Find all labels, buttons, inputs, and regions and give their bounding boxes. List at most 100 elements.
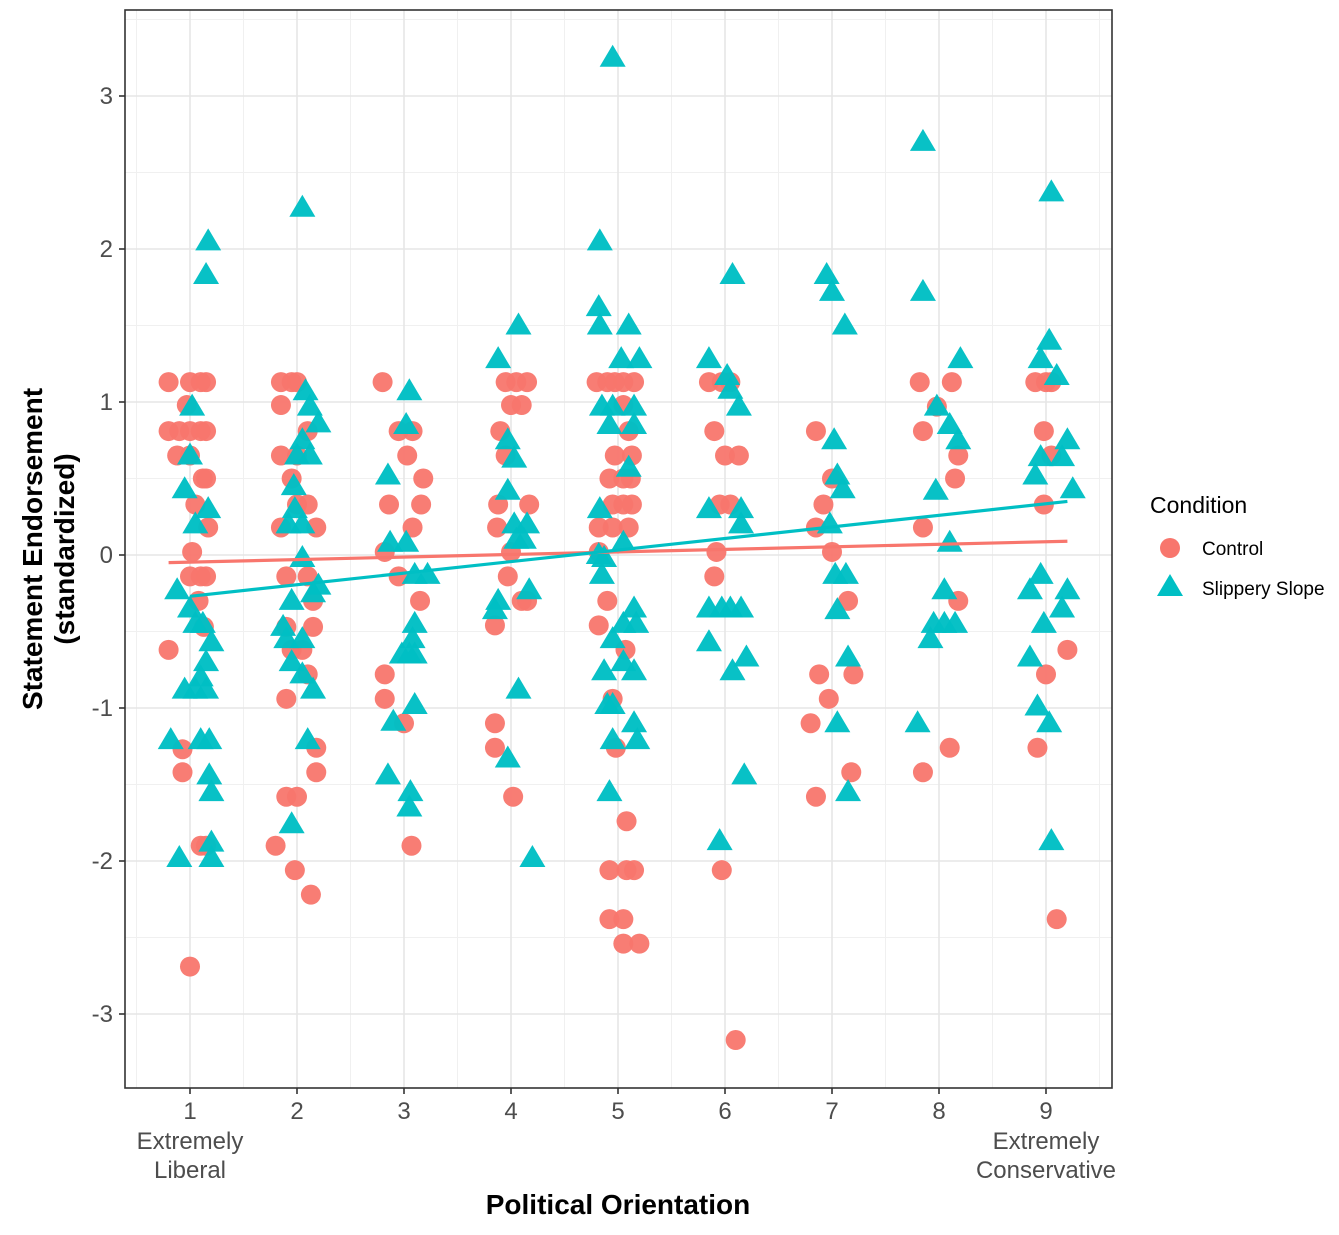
legend-slippery-slope-key: [1157, 574, 1183, 596]
slippery-slope-point: [1036, 327, 1063, 350]
slippery-slope-point: [198, 629, 225, 652]
slippery-slope-point: [401, 610, 428, 633]
control-point: [616, 811, 637, 832]
slippery-slope-point: [300, 676, 327, 699]
x-axis: 1 2 3 4 5 6 7 8 9: [183, 1088, 1053, 1125]
slippery-slope-point: [195, 496, 222, 519]
x-tick-label: 7: [825, 1098, 838, 1125]
control-point: [843, 664, 864, 685]
x-tick-label: 2: [290, 1098, 303, 1125]
slippery-slope-point: [182, 610, 209, 633]
control-point: [599, 860, 620, 881]
slippery-slope-point: [824, 710, 851, 733]
slippery-slope-point: [922, 477, 949, 500]
slippery-slope-point: [626, 346, 653, 369]
legend-control-label: Control: [1202, 539, 1263, 560]
y-tick-label: 3: [100, 83, 113, 110]
control-point: [270, 395, 291, 416]
control-point: [725, 1030, 746, 1051]
slippery-slope-point: [179, 393, 206, 416]
fit-lines: [168, 499, 1068, 598]
slippery-slope-point: [374, 462, 401, 485]
slippery-slope-point: [909, 278, 936, 301]
slippery-slope-point: [196, 762, 223, 785]
control-point: [805, 421, 826, 442]
slippery-slope-point: [401, 641, 428, 664]
control-point: [503, 786, 524, 807]
slippery-slope-point: [177, 442, 203, 465]
slippery-slope-point: [923, 393, 950, 416]
slippery-slope-point: [195, 228, 222, 251]
slippery-slope-point: [164, 577, 191, 600]
slippery-slope-point: [728, 595, 755, 618]
slippery-slope-point: [505, 676, 532, 699]
x-axis-title: Political Orientation: [486, 1189, 750, 1220]
control-point: [379, 494, 400, 515]
slippery-slope-point: [505, 312, 532, 335]
slippery-slope-point: [414, 561, 441, 584]
control-point: [182, 541, 203, 562]
slippery-slope-point: [1022, 462, 1049, 485]
x-tick-label: 9: [1039, 1098, 1052, 1125]
slippery-slope-point: [1049, 595, 1076, 618]
control-point: [401, 835, 422, 856]
slippery-slope-point: [1030, 610, 1057, 633]
control-point: [1036, 664, 1056, 685]
x-tick-label: 5: [611, 1098, 624, 1125]
slippery-slope-point: [494, 745, 521, 768]
slippery-slope-point: [399, 626, 426, 649]
slippery-slope-point: [719, 262, 746, 285]
slippery-slope-point: [289, 661, 316, 684]
x-sublabel-left-1: Extremely: [137, 1128, 244, 1155]
slippery-slope-points: [157, 44, 1086, 867]
slippery-slope-point: [695, 629, 722, 652]
control-point: [800, 713, 821, 734]
slippery-slope-point: [289, 626, 316, 649]
slippery-slope-point: [1043, 362, 1070, 385]
control-point: [284, 860, 305, 881]
x-sublabel-right-1: Extremely: [993, 1128, 1100, 1155]
control-point: [484, 615, 505, 636]
slippery-slope-point: [278, 587, 305, 610]
control-point: [1046, 909, 1067, 930]
control-point: [172, 762, 193, 783]
slippery-slope-point: [177, 595, 203, 618]
slippery-slope-point: [588, 561, 615, 584]
control-point: [909, 372, 930, 393]
slippery-slope-point: [1036, 710, 1063, 733]
slippery-slope-point: [615, 312, 642, 335]
slippery-slope-point: [824, 597, 851, 620]
control-point: [588, 615, 609, 636]
control-point: [912, 762, 933, 783]
control-point: [624, 372, 645, 393]
slippery-slope-point: [942, 610, 969, 633]
slippery-slope-point: [832, 561, 859, 584]
slippery-slope-point: [501, 445, 528, 468]
slippery-slope-point: [621, 595, 648, 618]
y-axis-title: Statement Endorsement: [17, 388, 48, 710]
control-point: [374, 688, 395, 709]
slippery-slope-point: [166, 844, 193, 867]
slippery-slope-point: [621, 710, 648, 733]
slippery-slope-point: [945, 427, 972, 450]
slippery-slope-point: [171, 476, 198, 499]
slippery-slope-point: [931, 577, 958, 600]
slippery-slope-point: [585, 294, 612, 317]
control-point: [519, 494, 540, 515]
slippery-slope-point: [621, 658, 648, 681]
slippery-slope-point: [516, 577, 543, 600]
slippery-slope-point: [503, 526, 530, 549]
slippery-slope-point: [1016, 644, 1043, 667]
control-point: [715, 445, 735, 466]
slippery-slope-point: [198, 829, 225, 852]
slippery-slope-point: [1054, 577, 1081, 600]
legend-title: Condition: [1150, 492, 1247, 518]
control-point: [602, 517, 623, 538]
control-point: [939, 737, 960, 758]
slippery-slope-point: [936, 529, 963, 552]
control-point: [196, 372, 217, 393]
slippery-slope-point: [936, 411, 963, 434]
slippery-slope-point: [586, 312, 613, 335]
slippery-slope-point: [494, 477, 521, 500]
slippery-slope-point: [599, 727, 626, 750]
